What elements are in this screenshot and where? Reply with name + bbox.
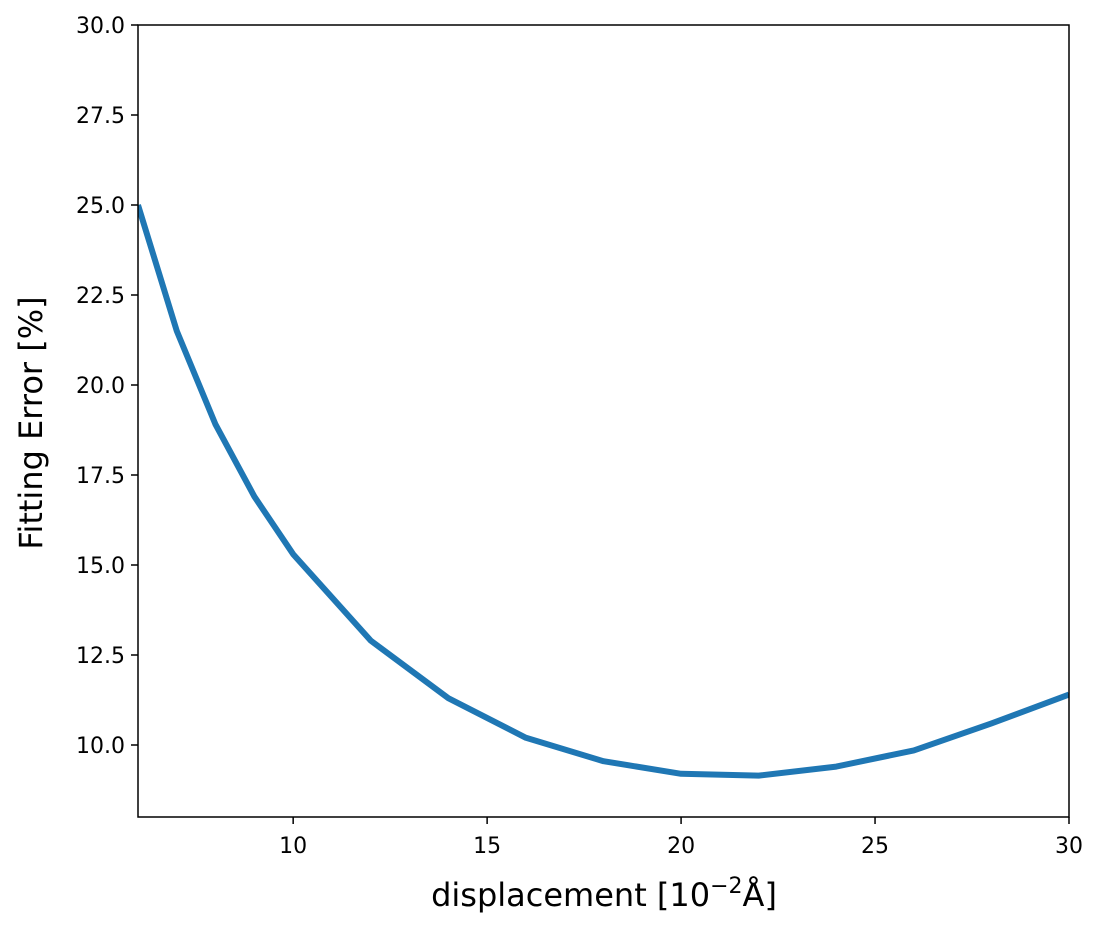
y-tick-label: 17.5	[76, 464, 125, 489]
y-tick-label: 20.0	[76, 374, 125, 399]
plot-area	[138, 204, 1069, 779]
y-tick-label: 25.0	[76, 194, 125, 219]
x-tick-label: 25	[861, 834, 889, 859]
x-tick-label: 20	[667, 834, 695, 859]
series-line-0	[138, 204, 1069, 779]
x-axis-label-main: displacement [10	[431, 876, 710, 914]
x-axis-label-unit: Å]	[743, 876, 777, 914]
x-axis-label-superscript: −2	[710, 874, 742, 899]
y-tick-label: 12.5	[76, 644, 125, 669]
y-tick-label: 10.0	[76, 734, 125, 759]
x-tick-label: 30	[1055, 834, 1083, 859]
y-tick-label: 15.0	[76, 554, 125, 579]
x-axis-label: displacement [10−2Å]	[431, 874, 777, 914]
y-tick-label: 27.5	[76, 104, 125, 129]
y-axis-label: Fitting Error [%]	[12, 296, 50, 549]
y-tick-label: 30.0	[76, 14, 125, 39]
y-tick-label: 22.5	[76, 284, 125, 309]
plot-frame	[137, 24, 1070, 818]
x-tick-label: 15	[473, 834, 501, 859]
axes: 10 15 20 25 30 10.0 12.5 15.0 17.5 20.0 22.5 25.0 27…	[76, 14, 1083, 859]
x-tick-label: 10	[279, 834, 307, 859]
